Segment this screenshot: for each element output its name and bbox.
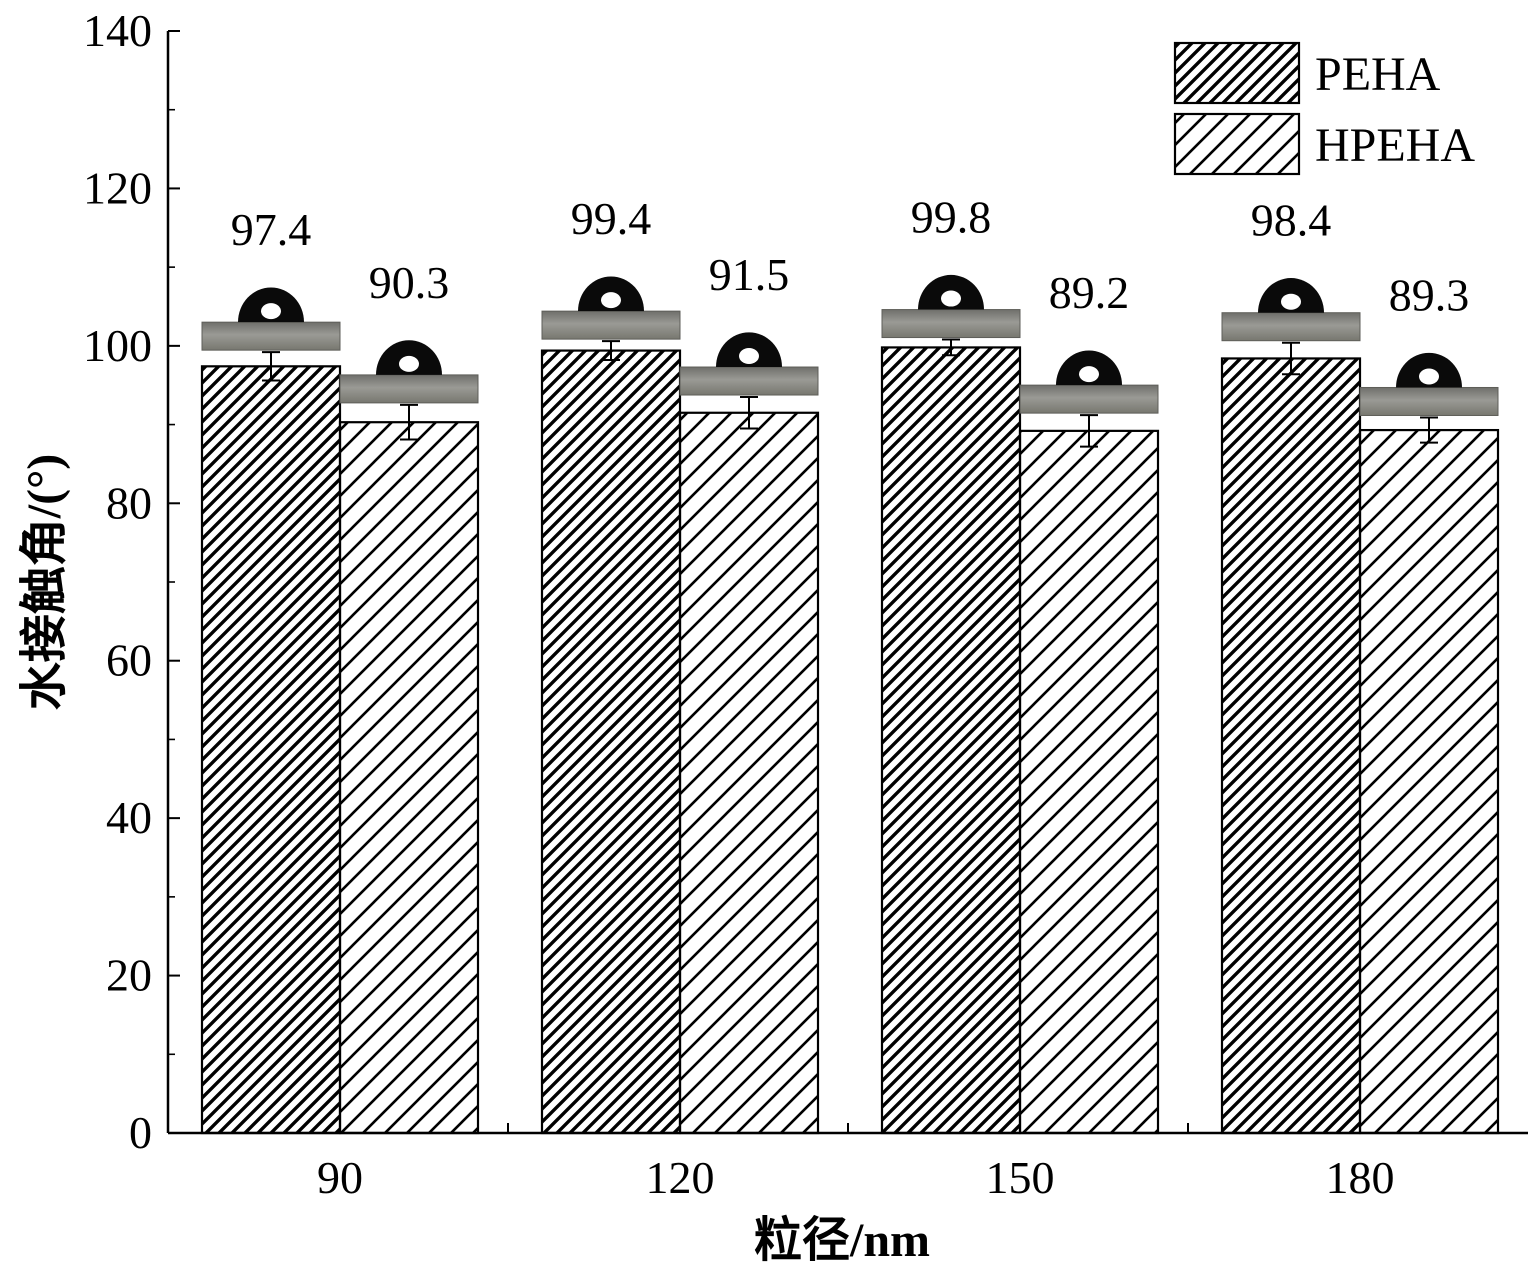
- bar-hpeha-180: [1358, 428, 1500, 1135]
- droplet-image: [1359, 352, 1499, 416]
- x-tick-label: 120: [646, 1152, 715, 1203]
- y-tick-label: 60: [106, 635, 152, 686]
- y-tick-label: 20: [106, 950, 152, 1001]
- y-tick-label: 120: [83, 162, 152, 213]
- y-tick-label: 40: [106, 792, 152, 843]
- droplet-image: [881, 274, 1021, 339]
- y-tick-label: 0: [129, 1107, 152, 1158]
- error-bar: [1080, 414, 1098, 448]
- value-label: 97.4: [231, 204, 312, 255]
- x-ticks-group: 90 120 150 180: [317, 1123, 1395, 1203]
- droplet-image: [1019, 350, 1159, 414]
- legend-swatch-hpeha: [1173, 112, 1301, 176]
- error-bar: [942, 338, 960, 357]
- y-tick-label: 140: [83, 5, 152, 56]
- droplet-images-group: [201, 274, 1499, 416]
- x-tick-label: 180: [1326, 1152, 1395, 1203]
- error-bar: [1282, 341, 1300, 376]
- bar-hpeha-90: [338, 421, 480, 1135]
- legend-label-hpeha: HPEHA: [1315, 119, 1475, 172]
- bar-hpeha-120: [678, 411, 820, 1135]
- error-bars-group: [262, 338, 1438, 448]
- droplet-image: [201, 287, 341, 351]
- droplet-image: [1221, 278, 1361, 342]
- error-bar: [400, 403, 418, 441]
- value-label: 89.2: [1049, 267, 1130, 318]
- error-bar: [740, 396, 758, 430]
- bars-group: [200, 346, 1500, 1135]
- value-label: 91.5: [709, 249, 790, 300]
- legend: PEHA HPEHA: [1173, 41, 1475, 176]
- value-label: 99.4: [571, 193, 652, 244]
- droplet-image: [541, 276, 681, 340]
- y-tick-label: 80: [106, 477, 152, 528]
- y-axis-label: 水接触角/(°): [18, 454, 71, 711]
- bar-peha-150: [880, 346, 1022, 1135]
- error-bar: [602, 340, 620, 362]
- x-axis-label: 粒径/nm: [754, 1214, 930, 1267]
- x-tick-label: 150: [986, 1152, 1055, 1203]
- value-label: 98.4: [1251, 195, 1332, 246]
- error-bar: [1420, 416, 1438, 444]
- value-label: 89.3: [1389, 269, 1470, 320]
- bar-peha-120: [540, 349, 682, 1135]
- bar-peha-180: [1220, 357, 1362, 1135]
- y-tick-label: 100: [83, 320, 152, 371]
- droplet-image: [339, 340, 479, 404]
- legend-label-peha: PEHA: [1315, 48, 1441, 101]
- droplet-image: [679, 332, 819, 396]
- legend-swatch-peha: [1173, 41, 1301, 105]
- x-tick-label: 90: [317, 1152, 363, 1203]
- bar-peha-90: [200, 365, 342, 1135]
- y-ticks-group: 0 20 40 60 80 100 120 140: [83, 5, 180, 1158]
- error-bar: [262, 351, 280, 382]
- bar-hpeha-150: [1018, 429, 1160, 1135]
- value-labels-group: 97.4 90.3 99.4 91.5 99.8 89.2 98.4 89.3: [231, 191, 1470, 320]
- value-label: 99.8: [911, 191, 992, 242]
- value-label: 90.3: [369, 257, 450, 308]
